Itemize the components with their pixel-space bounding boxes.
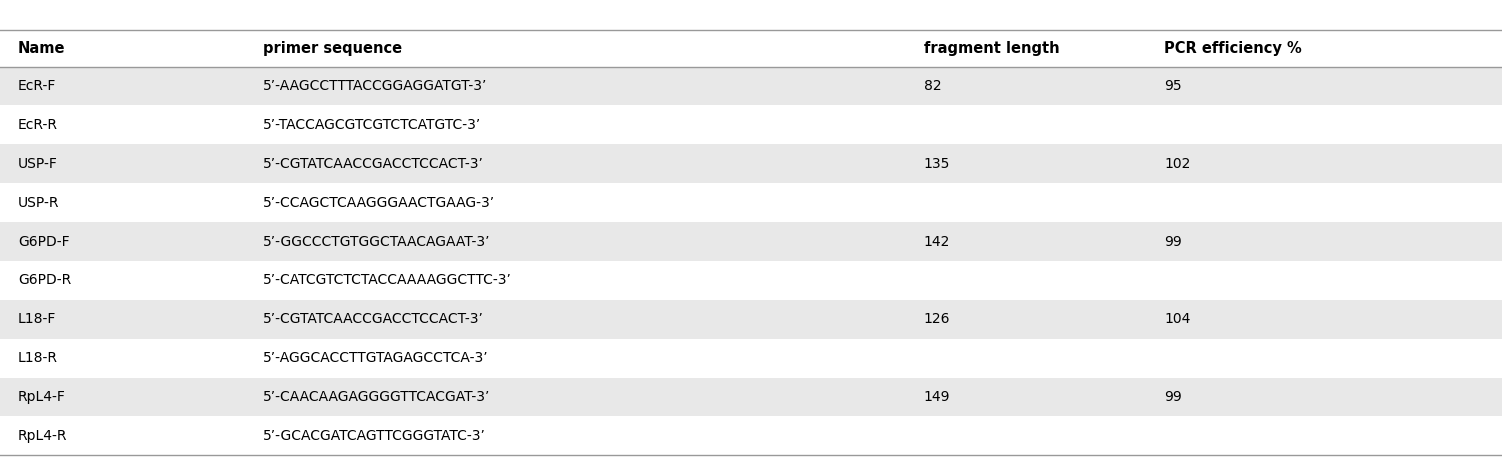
Text: 104: 104	[1164, 312, 1191, 326]
Text: 149: 149	[924, 390, 951, 404]
Text: 5’-AAGCCTTTACCGGAGGATGT-3’: 5’-AAGCCTTTACCGGAGGATGT-3’	[263, 79, 487, 93]
Text: RpL4-R: RpL4-R	[18, 429, 68, 443]
Text: 142: 142	[924, 235, 951, 248]
Text: Name: Name	[18, 41, 66, 56]
Text: 99: 99	[1164, 390, 1182, 404]
Text: 126: 126	[924, 312, 951, 326]
Text: L18-F: L18-F	[18, 312, 57, 326]
Bar	[0, 67, 1502, 106]
Text: 5’-CGTATCAACCGACCTCCACT-3’: 5’-CGTATCAACCGACCTCCACT-3’	[263, 312, 484, 326]
Text: 95: 95	[1164, 79, 1182, 93]
Text: 5’-CATCGTCTCTACCAAAAGGCTTC-3’: 5’-CATCGTCTCTACCAAAAGGCTTC-3’	[263, 274, 512, 287]
Text: USP-R: USP-R	[18, 196, 60, 210]
Text: 99: 99	[1164, 235, 1182, 248]
Text: 102: 102	[1164, 157, 1191, 171]
Text: 135: 135	[924, 157, 951, 171]
Text: L18-R: L18-R	[18, 351, 59, 365]
Text: 5’-CGTATCAACCGACCTCCACT-3’: 5’-CGTATCAACCGACCTCCACT-3’	[263, 157, 484, 171]
Bar	[0, 144, 1502, 183]
Text: 5’-GGCCCTGTGGCTAACAGAAT-3’: 5’-GGCCCTGTGGCTAACAGAAT-3’	[263, 235, 490, 248]
Bar	[0, 106, 1502, 144]
Text: primer sequence: primer sequence	[263, 41, 403, 56]
Bar	[0, 416, 1502, 455]
Text: 5’-AGGCACCTTGTAGAGCCTCA-3’: 5’-AGGCACCTTGTAGAGCCTCA-3’	[263, 351, 488, 365]
Bar	[0, 300, 1502, 339]
Text: EcR-F: EcR-F	[18, 79, 57, 93]
Bar	[0, 378, 1502, 416]
Text: G6PD-F: G6PD-F	[18, 235, 69, 248]
Text: 5’-GCACGATCAGTTCGGGTATC-3’: 5’-GCACGATCAGTTCGGGTATC-3’	[263, 429, 485, 443]
Text: PCR efficiency %: PCR efficiency %	[1164, 41, 1302, 56]
Bar	[0, 183, 1502, 222]
Text: EcR-R: EcR-R	[18, 118, 59, 132]
Text: 5’-TACCAGCGTCGTCTCATGTC-3’: 5’-TACCAGCGTCGTCTCATGTC-3’	[263, 118, 481, 132]
Text: fragment length: fragment length	[924, 41, 1059, 56]
Text: 5’-CCAGCTCAAGGGAACTGAAG-3’: 5’-CCAGCTCAAGGGAACTGAAG-3’	[263, 196, 496, 210]
Bar	[0, 222, 1502, 261]
Text: USP-F: USP-F	[18, 157, 59, 171]
Text: RpL4-F: RpL4-F	[18, 390, 66, 404]
Text: 82: 82	[924, 79, 942, 93]
Text: 5’-CAACAAGAGGGGTTCACGAT-3’: 5’-CAACAAGAGGGGTTCACGAT-3’	[263, 390, 490, 404]
Text: G6PD-R: G6PD-R	[18, 274, 71, 287]
Bar	[0, 261, 1502, 300]
Bar	[0, 339, 1502, 378]
